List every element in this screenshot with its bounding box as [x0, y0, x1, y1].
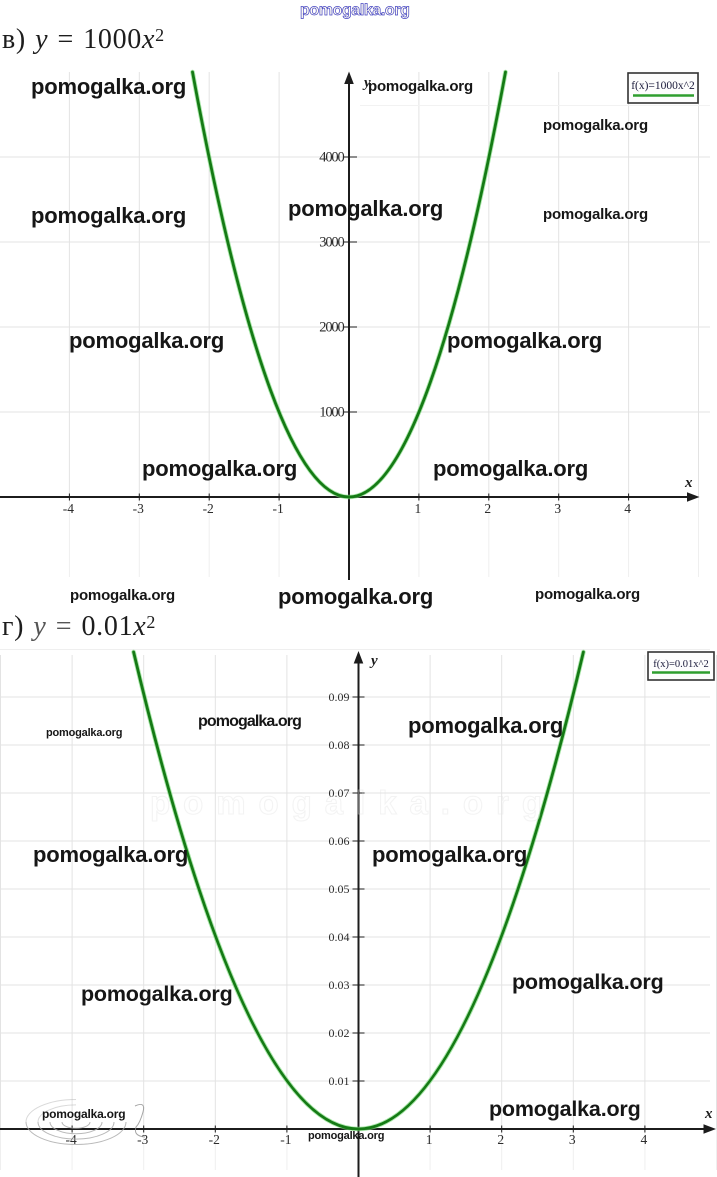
svg-text:3: 3 [554, 501, 561, 516]
svg-text:0.06: 0.06 [329, 834, 350, 848]
svg-text:1: 1 [426, 1132, 433, 1147]
svg-text:f(x)=1000x^2: f(x)=1000x^2 [631, 80, 695, 92]
svg-text:-2: -2 [209, 1132, 220, 1147]
svg-text:2: 2 [484, 501, 491, 516]
svg-text:3000: 3000 [319, 235, 344, 251]
svg-text:0.01: 0.01 [329, 1074, 350, 1088]
svg-text:-1: -1 [272, 501, 283, 516]
svg-text:0.02: 0.02 [329, 1026, 350, 1040]
svg-text:4000: 4000 [319, 150, 344, 166]
svg-text:f(x)=0.01x^2: f(x)=0.01x^2 [653, 659, 708, 670]
svg-text:-4: -4 [63, 501, 74, 516]
svg-text:4: 4 [624, 501, 631, 516]
svg-text:y: y [369, 653, 378, 669]
svg-text:x: x [684, 475, 693, 491]
svg-text:-3: -3 [137, 1132, 148, 1147]
svg-text:3: 3 [569, 1132, 576, 1147]
svg-text:-2: -2 [203, 501, 214, 516]
svg-text:x: x [704, 1106, 713, 1122]
svg-text:2000: 2000 [319, 320, 344, 336]
svg-text:0.09: 0.09 [329, 690, 350, 704]
svg-text:1: 1 [415, 501, 422, 516]
svg-text:-4: -4 [65, 1132, 76, 1147]
svg-text:-3: -3 [133, 501, 144, 516]
svg-text:0.05: 0.05 [329, 882, 350, 896]
svg-text:0.03: 0.03 [329, 978, 350, 992]
svg-text:0.04: 0.04 [329, 930, 350, 944]
svg-text:0.07: 0.07 [329, 786, 350, 800]
svg-text:0.08: 0.08 [329, 738, 350, 752]
svg-text:y: y [362, 75, 371, 91]
svg-text:2: 2 [497, 1132, 504, 1147]
svg-text:-1: -1 [280, 1132, 291, 1147]
svg-text:1000: 1000 [319, 405, 344, 421]
svg-text:4: 4 [641, 1132, 648, 1147]
